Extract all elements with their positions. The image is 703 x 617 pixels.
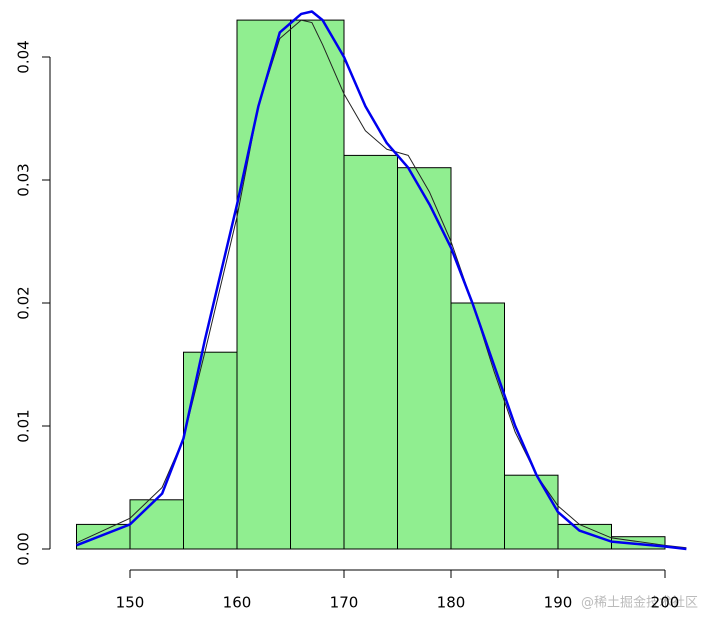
x-tick-label: 180 [437, 594, 466, 612]
y-tick-label: 0.04 [15, 40, 33, 73]
histogram-bar [557, 523, 612, 550]
histogram-bar [290, 19, 345, 550]
histogram-bar [236, 19, 291, 550]
density-line [76, 10, 687, 551]
y-tick-label: 0.03 [15, 163, 33, 196]
y-tick-label: 0.02 [15, 286, 33, 319]
density-line [76, 19, 687, 549]
y-tick-label: 0.00 [15, 532, 33, 565]
histogram-bar [450, 302, 505, 550]
histogram-bar [343, 154, 398, 550]
x-tick-label: 160 [223, 594, 252, 612]
x-tick-label: 200 [651, 594, 680, 612]
x-tick-label: 150 [116, 594, 145, 612]
y-tick-label: 0.01 [15, 409, 33, 442]
histogram-bar [504, 474, 559, 550]
x-tick-label: 170 [330, 594, 359, 612]
histogram-bar [397, 167, 452, 550]
histogram-bar [183, 351, 238, 550]
histogram-bar [129, 499, 184, 550]
x-tick-label: 190 [544, 594, 573, 612]
watermark: @稀土掘金技术社区 [581, 595, 698, 611]
